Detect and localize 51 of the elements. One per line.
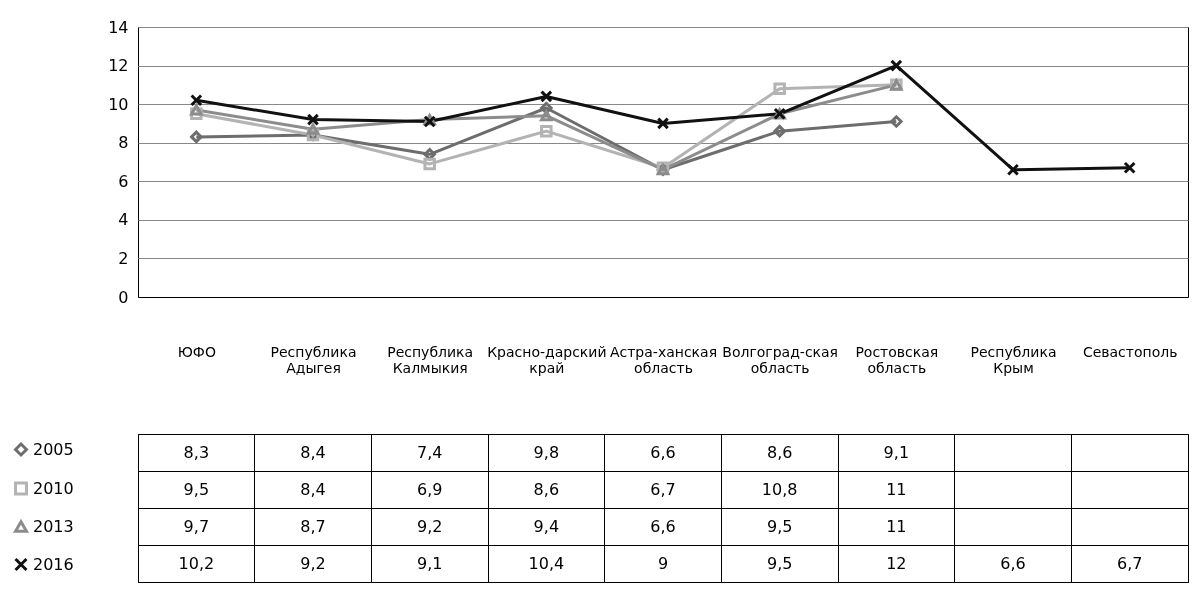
y-tick-label: 12: [108, 56, 129, 76]
data-label: 9,8: [533, 442, 560, 462]
x-tick-label: Красно-дарский край: [487, 343, 607, 376]
legend-label: 2013: [33, 516, 74, 536]
x-tick-label: Ростовская область: [855, 343, 939, 376]
data-label: 8,4: [300, 479, 326, 499]
legend-label: 2010: [33, 478, 74, 498]
data-label: 8,3: [183, 442, 210, 462]
x-tick-label: Севастополь: [1082, 343, 1178, 360]
data-label: 6,9: [416, 479, 443, 499]
data-label: 8,7: [300, 516, 326, 536]
y-tick-label: 4: [118, 210, 129, 230]
data-label: 9,1: [416, 553, 443, 573]
data-label: 6,7: [650, 479, 676, 499]
x-tick-label: Республика Крым: [970, 343, 1057, 376]
data-label: 11: [886, 516, 907, 536]
data-label: 9,5: [183, 479, 210, 499]
data-label: 9,5: [766, 553, 793, 573]
data-label: 6,6: [1000, 553, 1026, 573]
data-label: 9,2: [300, 553, 326, 573]
data-label: 7,4: [416, 442, 443, 462]
data-label: 6,6: [650, 516, 676, 536]
y-tick-label: 8: [118, 133, 129, 153]
y-tick-label: 14: [108, 17, 129, 37]
data-label: 9,1: [883, 442, 910, 462]
data-label: 10,8: [761, 479, 798, 499]
data-label: 8,4: [300, 442, 326, 462]
y-tick-label: 6: [118, 171, 129, 191]
data-label: 8,6: [766, 442, 793, 462]
legend-label: 2016: [33, 554, 74, 574]
data-label: 9: [657, 553, 669, 573]
data-label: 9,5: [766, 516, 793, 536]
data-label: 6,7: [1116, 553, 1143, 573]
y-tick-label: 0: [118, 287, 129, 307]
y-tick-label: 10: [108, 94, 129, 114]
x-tick-label: Астра-ханская область: [609, 343, 718, 376]
x-tick-label: ЮФО: [177, 343, 216, 360]
data-label: 10,4: [528, 553, 565, 573]
legend-label: 2005: [33, 439, 74, 459]
data-label: 9,4: [533, 516, 560, 536]
y-tick-label: 2: [118, 248, 129, 268]
x-tick-label: Республика Адыгея: [270, 343, 357, 376]
x-tick-label: Волгоград-ская область: [722, 343, 839, 376]
data-label: 9,7: [183, 516, 210, 536]
x-tick-label: Республика Калмыкия: [387, 343, 474, 376]
data-label: 11: [886, 479, 907, 499]
data-label: 6,6: [650, 442, 676, 462]
data-label: 9,2: [416, 516, 443, 536]
data-label: 12: [886, 553, 907, 573]
data-label: 8,6: [533, 479, 560, 499]
data-label: 10,2: [178, 553, 215, 573]
